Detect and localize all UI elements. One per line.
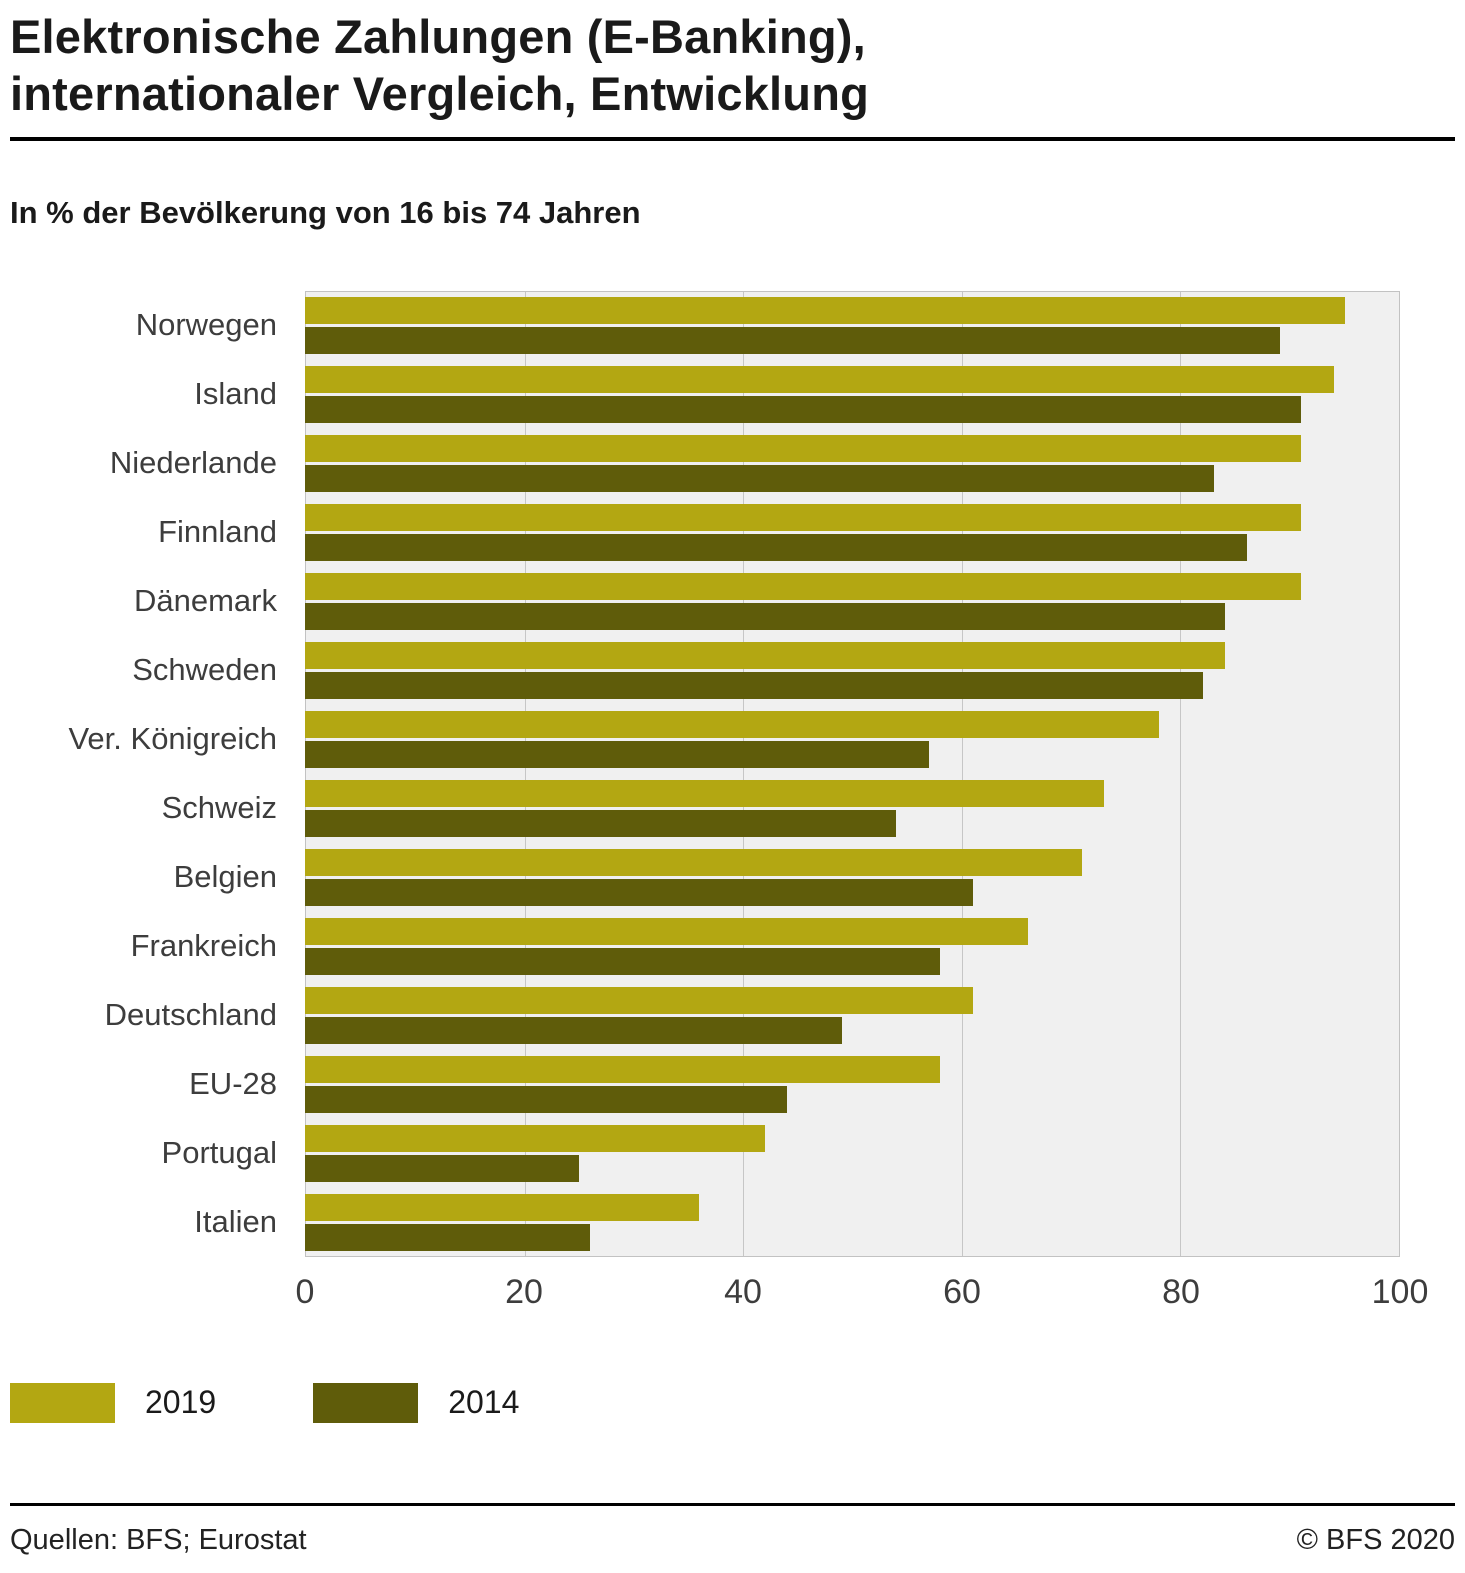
category-label: Frankreich xyxy=(130,928,277,964)
bar-group xyxy=(305,1119,1400,1188)
bar-2019 xyxy=(305,503,1302,531)
bar-group xyxy=(305,429,1400,498)
bar-group xyxy=(305,981,1400,1050)
bar-chart: Norwegen Island Niederlande Finnland Dänemar… xyxy=(10,290,1429,1319)
bar-group xyxy=(305,705,1400,774)
bar-2014 xyxy=(305,671,1203,699)
bar-group xyxy=(305,360,1400,429)
bar-2019 xyxy=(305,1124,765,1152)
category-label: Deutschland xyxy=(104,997,277,1033)
footer-divider xyxy=(10,1502,1455,1506)
gridline xyxy=(524,291,526,1256)
bar-2019 xyxy=(305,779,1105,807)
x-tick-label: 80 xyxy=(1162,1272,1200,1311)
footer: Quellen: BFS; Eurostat © BFS 2020 xyxy=(10,1506,1455,1557)
bar-2014 xyxy=(305,1223,590,1251)
legend: 2019 2014 xyxy=(10,1382,1455,1423)
x-tick-label: 0 xyxy=(295,1272,315,1311)
category-label: Italien xyxy=(194,1204,277,1240)
bar-2019 xyxy=(305,1055,941,1083)
x-tick-label: 60 xyxy=(943,1272,981,1311)
bar-2014 xyxy=(305,740,930,768)
bar-2019 xyxy=(305,1193,700,1221)
category-label: Niederlande xyxy=(109,445,277,481)
bar-2019 xyxy=(305,296,1346,324)
bar-2014 xyxy=(305,602,1225,630)
bar-2019 xyxy=(305,917,1028,945)
category-label: Portugal xyxy=(161,1135,277,1171)
source-text: Quellen: BFS; Eurostat xyxy=(10,1523,307,1556)
gridline xyxy=(743,291,745,1256)
bar-group xyxy=(305,1050,1400,1119)
x-tick-label: 20 xyxy=(505,1272,543,1311)
bar-2019 xyxy=(305,434,1302,462)
bar-group xyxy=(305,912,1400,981)
bar-group xyxy=(305,567,1400,636)
category-label: Belgien xyxy=(173,859,277,895)
copyright-text: © BFS 2020 xyxy=(1296,1523,1455,1556)
category-label: Norwegen xyxy=(135,307,277,343)
category-label: Finnland xyxy=(158,514,277,550)
page-title: Elektronische Zahlungen (E-Banking), int… xyxy=(10,8,1455,123)
legend-item-2019: 2019 xyxy=(10,1382,217,1423)
title-divider xyxy=(10,136,1455,141)
x-tick-label: 100 xyxy=(1371,1272,1429,1311)
legend-swatch-2014 xyxy=(313,1382,419,1423)
bar-group xyxy=(305,636,1400,705)
bar-2019 xyxy=(305,848,1083,876)
chart-subtitle: In % der Bevölkerung von 16 bis 74 Jahre… xyxy=(10,194,641,230)
plot-column: 0 20 40 60 80 100 xyxy=(296,290,1429,1319)
legend-label-2019: 2019 xyxy=(145,1384,217,1421)
bar-group xyxy=(305,498,1400,567)
bar-2019 xyxy=(305,572,1302,600)
x-axis: 0 20 40 60 80 100 xyxy=(296,1257,1429,1319)
bar-2019 xyxy=(305,710,1160,738)
category-label: EU-28 xyxy=(189,1066,277,1102)
bar-2014 xyxy=(305,947,941,975)
bar-2014 xyxy=(305,326,1280,354)
bar-group xyxy=(305,1188,1400,1257)
bar-rows xyxy=(305,291,1400,1257)
page-title-line-2: internationaler Vergleich, Entwicklung xyxy=(10,67,870,121)
category-label: Dänemark xyxy=(134,583,277,619)
page-title-line-1: Elektronische Zahlungen (E-Banking), xyxy=(10,10,866,63)
bar-2014 xyxy=(305,809,897,837)
gridline xyxy=(1180,291,1182,1256)
category-labels: Norwegen Island Niederlande Finnland Dänemar… xyxy=(10,291,305,1319)
bar-group xyxy=(305,291,1400,360)
bar-2019 xyxy=(305,641,1225,669)
bar-2014 xyxy=(305,395,1302,423)
x-tick-label: 40 xyxy=(724,1272,762,1311)
bar-2014 xyxy=(305,878,973,906)
legend-label-2014: 2014 xyxy=(448,1384,520,1421)
category-label: Island xyxy=(194,376,277,412)
legend-item-2014: 2014 xyxy=(313,1382,520,1423)
bar-group xyxy=(305,843,1400,912)
bar-2014 xyxy=(305,1085,787,1113)
category-label: Ver. Königreich xyxy=(68,721,277,757)
bar-2019 xyxy=(305,365,1335,393)
bar-2019 xyxy=(305,986,973,1014)
category-label: Schweden xyxy=(132,652,277,688)
bar-group xyxy=(305,774,1400,843)
gridline xyxy=(961,291,963,1256)
category-label: Schweiz xyxy=(161,790,277,826)
bar-2014 xyxy=(305,1016,842,1044)
bar-2014 xyxy=(305,533,1247,561)
bar-2014 xyxy=(305,464,1214,492)
plot xyxy=(305,290,1400,1257)
bar-2014 xyxy=(305,1154,579,1182)
legend-swatch-2019 xyxy=(10,1382,115,1423)
